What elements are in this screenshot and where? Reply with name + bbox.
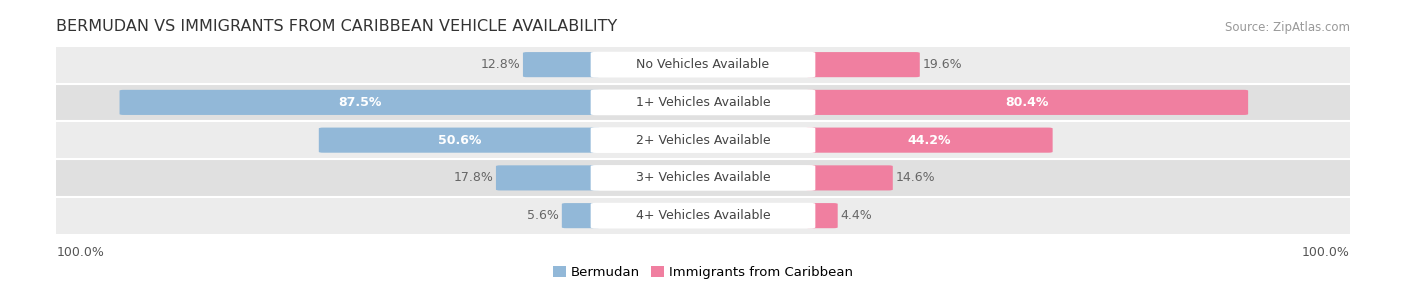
FancyBboxPatch shape	[120, 90, 600, 115]
FancyBboxPatch shape	[591, 127, 815, 153]
Text: Source: ZipAtlas.com: Source: ZipAtlas.com	[1225, 21, 1350, 34]
FancyBboxPatch shape	[591, 90, 815, 115]
Text: 5.6%: 5.6%	[527, 209, 560, 222]
FancyBboxPatch shape	[806, 203, 838, 228]
Bar	[56, 121, 1350, 159]
Bar	[56, 197, 1350, 235]
FancyBboxPatch shape	[806, 165, 893, 190]
FancyBboxPatch shape	[591, 165, 815, 191]
FancyBboxPatch shape	[562, 203, 600, 228]
FancyBboxPatch shape	[319, 128, 600, 153]
FancyBboxPatch shape	[591, 203, 815, 229]
Text: 12.8%: 12.8%	[481, 58, 520, 71]
Text: 2+ Vehicles Available: 2+ Vehicles Available	[636, 134, 770, 147]
Text: 80.4%: 80.4%	[1005, 96, 1049, 109]
Bar	[56, 84, 1350, 121]
Text: No Vehicles Available: No Vehicles Available	[637, 58, 769, 71]
Bar	[56, 159, 1350, 197]
Text: 87.5%: 87.5%	[339, 96, 381, 109]
Text: 50.6%: 50.6%	[437, 134, 481, 147]
Text: 4+ Vehicles Available: 4+ Vehicles Available	[636, 209, 770, 222]
Text: 100.0%: 100.0%	[56, 246, 104, 259]
Text: 19.6%: 19.6%	[922, 58, 962, 71]
Text: BERMUDAN VS IMMIGRANTS FROM CARIBBEAN VEHICLE AVAILABILITY: BERMUDAN VS IMMIGRANTS FROM CARIBBEAN VE…	[56, 19, 617, 34]
Text: 44.2%: 44.2%	[907, 134, 950, 147]
Text: 3+ Vehicles Available: 3+ Vehicles Available	[636, 171, 770, 184]
Legend: Bermudan, Immigrants from Caribbean: Bermudan, Immigrants from Caribbean	[553, 266, 853, 279]
FancyBboxPatch shape	[591, 52, 815, 78]
Text: 17.8%: 17.8%	[453, 171, 494, 184]
Text: 4.4%: 4.4%	[841, 209, 872, 222]
Text: 1+ Vehicles Available: 1+ Vehicles Available	[636, 96, 770, 109]
Bar	[56, 46, 1350, 84]
FancyBboxPatch shape	[523, 52, 600, 77]
FancyBboxPatch shape	[806, 90, 1249, 115]
FancyBboxPatch shape	[496, 165, 600, 190]
FancyBboxPatch shape	[806, 128, 1053, 153]
Text: 14.6%: 14.6%	[896, 171, 935, 184]
FancyBboxPatch shape	[806, 52, 920, 77]
Text: 100.0%: 100.0%	[1302, 246, 1350, 259]
